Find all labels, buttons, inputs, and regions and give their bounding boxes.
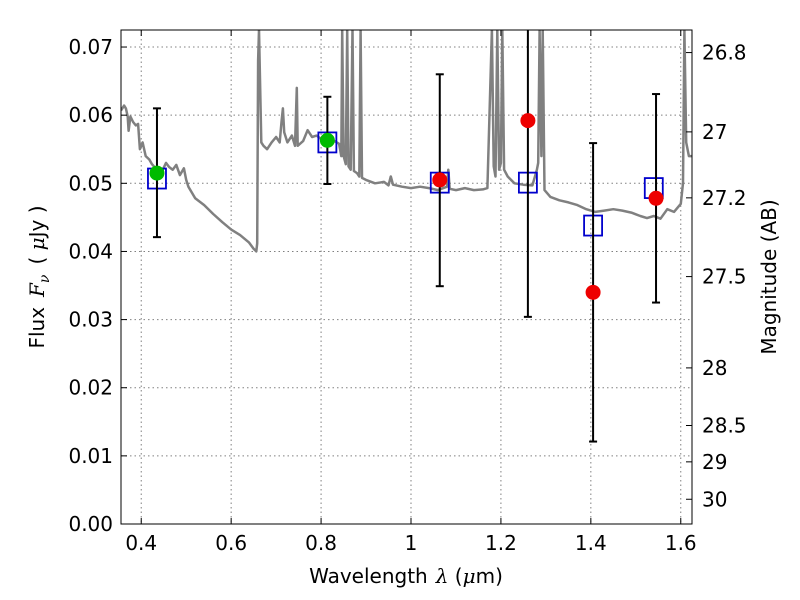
y-tick-label: 0.05 [68,171,113,195]
y-axis-nu: ν [37,274,53,283]
y-tick-label: 0.07 [68,35,113,59]
axis-ticks: 0.4 0.6 0.8 1 1.2 1.4 1.6 0.00 0.01 0.02 0.03 0.04 0… [68,30,747,555]
observed-point-red [432,172,448,188]
y-axis-unit-open: ( [25,250,49,264]
x-tick-label: 1.6 [665,531,697,555]
y-axis-label: Flux [25,307,49,349]
y-tick-label: 0.04 [68,239,113,263]
x-tick-label: 0.4 [125,531,157,555]
y-axis-F: F [25,282,49,298]
y-tick-label: 0.02 [68,376,113,400]
x-axis-mu: μ [463,564,476,588]
magnitude-tick-label: 27.5 [702,265,747,289]
magnitude-tick-label: 28.5 [702,414,747,438]
observed-point-green [149,165,165,181]
y-axis-title: Flux Fν ( μJy ) [25,205,53,348]
magnitude-tick-label: 28 [702,356,727,380]
y-tick-label: 0.06 [68,103,113,127]
y-tick-label: 0.01 [68,444,113,468]
observed-point-red [648,190,664,206]
magnitude-tick-label: 29 [702,450,727,474]
x-tick-label: 1.4 [575,531,607,555]
x-axis-lambda: λ [435,564,449,588]
observed-point-green [319,132,335,148]
x-tick-label: 1.2 [485,531,517,555]
x-tick-label: 1 [405,531,418,555]
y-axis-unit-close: Jy ) [25,205,49,239]
observed-points-group [149,113,664,300]
magnitude-tick-label: 30 [702,487,727,511]
x-axis-unit-close: m) [476,564,503,588]
x-tick-label: 0.8 [305,531,337,555]
y-axis-mu: μ [25,237,49,250]
y-tick-label: 0.03 [68,308,113,332]
magnitude-axis-title: Magnitude (AB) [757,199,781,354]
magnitude-tick-label: 26.8 [702,41,747,65]
observed-point-red [520,113,536,129]
x-axis-label: Wavelength [309,564,428,588]
x-tick-label: 0.6 [215,531,247,555]
template-spectrum-group [121,30,692,253]
template-spectrum-line [121,30,692,253]
observed-point-red [585,284,601,300]
x-axis-unit-open: ( [448,564,462,588]
y-tick-label: 0.00 [68,512,113,536]
plot-area [121,30,692,524]
magnitude-tick-label: 27.2 [702,186,747,210]
x-axis-title: Wavelength λ (μm) [309,564,503,588]
magnitude-tick-label: 27 [702,120,727,144]
